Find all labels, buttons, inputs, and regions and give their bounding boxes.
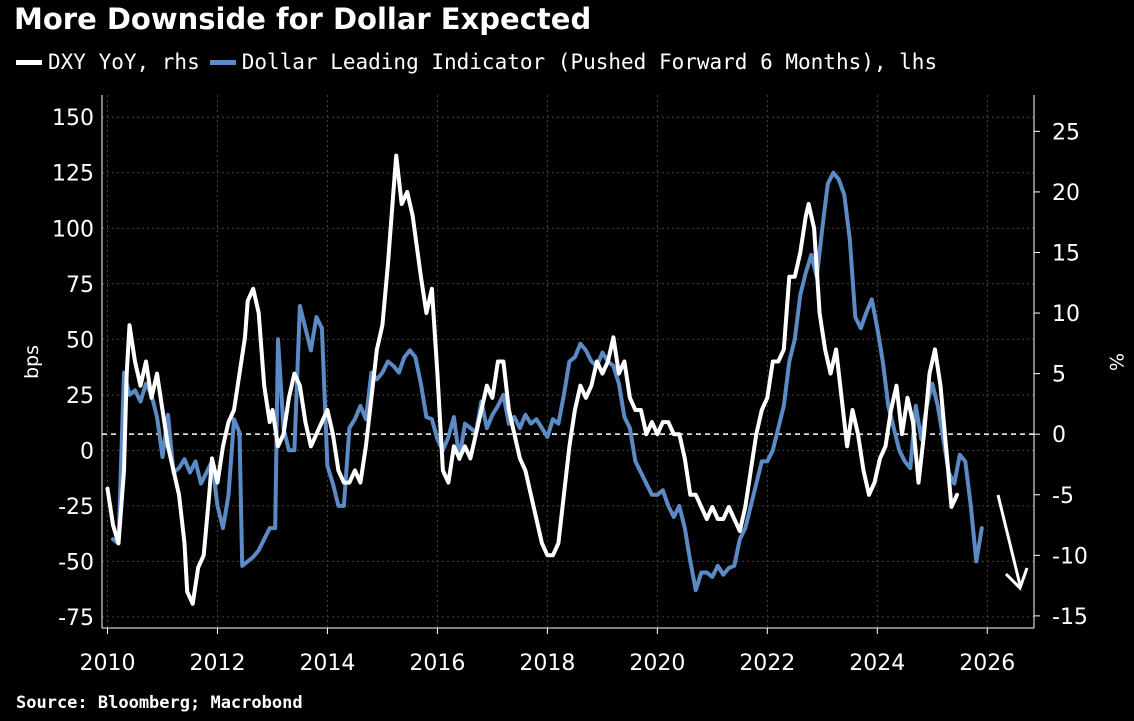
- arrow-annotation: [996, 494, 1022, 586]
- tick-label-y-left: 125: [52, 162, 94, 187]
- tick-label-y-right: -10: [1052, 544, 1088, 569]
- tick-label-x: 2014: [299, 651, 355, 676]
- axes: [101, 95, 1040, 634]
- tick-label-y-left: 75: [66, 273, 94, 298]
- tick-label-x: 2026: [959, 651, 1015, 676]
- tick-label-x: 2020: [629, 651, 685, 676]
- tick-label-y-left: 25: [66, 384, 94, 409]
- source-note: Source: Bloomberg; Macrobond: [16, 693, 303, 713]
- series-line-1: [111, 170, 984, 593]
- tick-label-x: 2012: [189, 651, 245, 676]
- tick-label-y-left: -75: [58, 606, 94, 631]
- tick-label-y-right: -15: [1052, 605, 1088, 630]
- tick-label-y-left: 50: [66, 328, 94, 353]
- tick-label-y-right: 10: [1052, 302, 1080, 327]
- arrow-head-icon: [1004, 567, 1029, 591]
- tick-label-y-right: -5: [1052, 484, 1074, 509]
- y-axis-left-title: bps: [21, 345, 43, 379]
- tick-label-x: 2018: [519, 651, 575, 676]
- y-axis-right-title: %: [1105, 353, 1127, 371]
- tick-label-y-right: 0: [1052, 423, 1066, 448]
- series-lines: [105, 153, 984, 606]
- tick-label-x: 2010: [79, 651, 135, 676]
- tick-label-x: 2024: [849, 651, 905, 676]
- tick-label-y-right: 15: [1052, 241, 1080, 266]
- tick-label-y-left: 100: [52, 217, 94, 242]
- chart-title: More Downside for Dollar Expected: [14, 2, 592, 36]
- tick-label-y-right: 25: [1052, 120, 1080, 145]
- tick-labels: 1501251007550250-25-50-752520151050-5-10…: [21, 106, 1127, 676]
- series-line-0: [105, 153, 959, 606]
- legend-item-leading-indicator: Dollar Leading Indicator (Pushed Forward…: [209, 50, 938, 74]
- legend-label-dxy: DXY YoY, rhs: [48, 50, 200, 74]
- tick-label-x: 2022: [739, 651, 795, 676]
- legend-item-dxy: DXY YoY, rhs: [16, 50, 200, 74]
- legend: DXY YoY, rhs Dollar Leading Indicator (P…: [16, 50, 947, 74]
- tick-label-y-left: 0: [80, 439, 94, 464]
- tick-label-x: 2016: [409, 651, 465, 676]
- legend-label-leading-indicator: Dollar Leading Indicator (Pushed Forward…: [241, 50, 938, 74]
- tick-label-y-right: 5: [1052, 363, 1066, 388]
- tick-label-y-right: 20: [1052, 181, 1080, 206]
- grid-lines: [102, 95, 1034, 628]
- chart-canvas: 1501251007550250-25-50-752520151050-5-10…: [21, 95, 1127, 676]
- legend-swatch-leading-indicator: [209, 59, 236, 65]
- annotations: [996, 494, 1029, 591]
- tick-label-y-left: -50: [58, 550, 94, 575]
- tick-label-y-left: 150: [52, 106, 94, 131]
- tick-label-y-left: -25: [58, 495, 94, 520]
- legend-swatch-dxy: [16, 59, 42, 65]
